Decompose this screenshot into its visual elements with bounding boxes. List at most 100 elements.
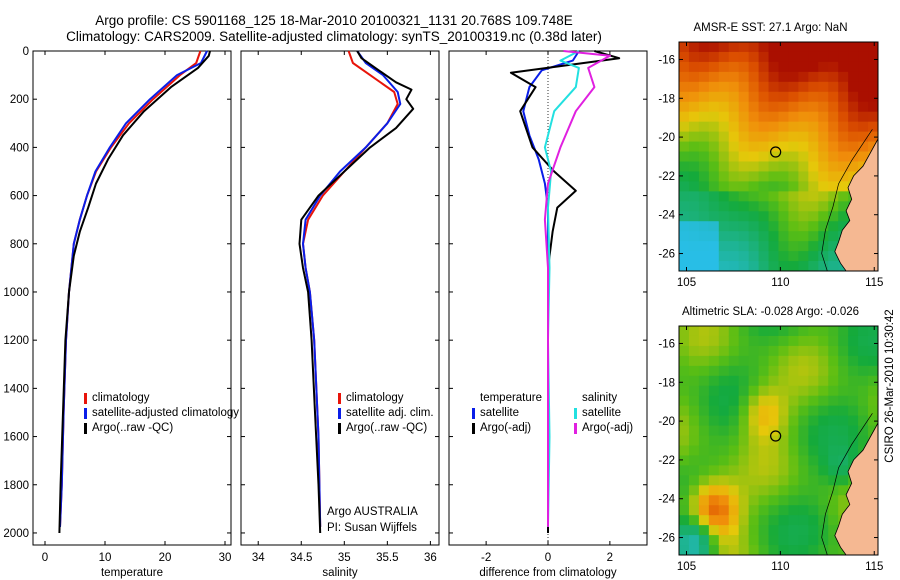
heatmap-cell [758,161,770,173]
heatmap-cell [778,81,790,93]
heatmap-cell [698,151,710,163]
legend-label-argo: Argo(..raw -QC) [346,422,428,434]
heatmap-cell [798,455,809,466]
heatmap-cell [738,121,750,133]
heatmap-cell [688,171,700,182]
x-tick-label: 110 [771,277,789,289]
heatmap-cell [828,231,839,242]
heatmap-cell [728,121,740,133]
heatmap-cell [818,161,829,173]
heatmap-cell [798,101,809,113]
heatmap-cell [748,385,760,397]
heatmap-cell [738,181,750,192]
heatmap-cell [858,111,869,123]
heatmap-cell [708,191,720,202]
heatmap-cell [679,201,690,212]
heatmap-cell [788,261,799,271]
heatmap-cell [848,355,859,367]
heatmap-cell [828,425,839,437]
heatmap-cell [708,121,720,133]
heatmap-cell [748,405,760,417]
heatmap-cell [738,131,750,143]
heatmap-cell [838,445,849,457]
x-tick-label: 30 [219,552,232,564]
heatmap-cell [679,181,690,192]
heatmap-cell [738,395,750,407]
heatmap-cell [768,131,780,143]
heatmap-cell [679,131,690,143]
heatmap-cell [848,425,859,437]
heatmap-cell [688,231,700,242]
heatmap-cell [768,515,780,526]
legend-spacer [574,393,577,404]
heatmap-cell [708,375,720,387]
heatmap-cell [808,231,819,242]
heatmap-cell [679,535,690,546]
heatmap-cell [808,161,819,173]
heatmap-cell [858,91,869,103]
heatmap-cell [798,121,809,133]
heatmap-cell [768,485,780,496]
heatmap-cell [778,61,790,73]
heatmap-cell [688,161,700,173]
heatmap-cell [679,365,690,377]
heatmap-cell [778,201,790,212]
heatmap-cell [728,61,740,73]
heatmap-cell [838,455,849,466]
heatmap-cell [788,425,799,437]
legend-label-satellite: satellite adj. clim. [346,407,434,419]
heatmap-cell [838,42,849,53]
heatmap-cell [838,181,849,192]
heatmap-cell [688,415,700,427]
heatmap-cell [818,375,829,387]
x-axis-label: difference from climatology [479,567,616,579]
heatmap-cell [778,231,790,242]
heatmap-cell [838,191,849,202]
heatmap-cell [808,191,819,202]
heatmap-cell [848,91,859,103]
heatmap-cell [698,505,710,516]
heatmap-cell [798,365,809,377]
heatmap-cell [718,435,730,447]
heatmap-cell [679,445,690,457]
heatmap-cell [778,181,790,192]
heatmap-cell [698,415,710,427]
heatmap-cell [738,231,750,242]
heatmap-cell [778,375,790,387]
heatmap-cell [808,355,819,367]
heatmap-cell [788,81,799,93]
heatmap-cell [828,465,839,476]
heatmap-cell [768,395,780,407]
legend-swatch-satellite [472,408,475,419]
heatmap-cell [738,475,750,486]
heatmap-cell [708,545,720,555]
heatmap-cell [728,355,740,367]
difference-temperature-legend: temperature satellite Argo(-adj) [472,391,542,436]
heatmap-cell [868,51,878,63]
heatmap-cell [858,355,869,367]
heatmap-cell [728,505,740,516]
heatmap-cell [788,445,799,457]
heatmap-cell [798,161,809,173]
argo-float-marker [770,146,782,158]
heatmap-cell [679,326,690,337]
heatmap-cell [708,42,720,53]
heatmap-cell [738,42,750,53]
heatmap-cell [758,101,770,113]
heatmap-cell [818,201,829,212]
heatmap-cell [808,545,819,555]
y-tick-label: -18 [658,377,675,389]
heatmap-cell [768,231,780,242]
heatmap-cell [679,171,690,182]
heatmap-cell [818,261,829,271]
annotation-line-2: PI: Susan Wijffels [327,522,417,534]
y-tick-label: 1400 [3,383,29,395]
heatmap-cell [858,405,869,417]
heatmap-cell [708,61,720,73]
heatmap-cell [788,525,799,536]
heatmap-cell [758,191,770,202]
csiro-timestamp: CSIRO 26-Mar-2010 10:30:42 [884,309,896,463]
heatmap-cell [778,475,790,486]
heatmap-cell [808,61,819,73]
heatmap-cell [708,425,720,437]
